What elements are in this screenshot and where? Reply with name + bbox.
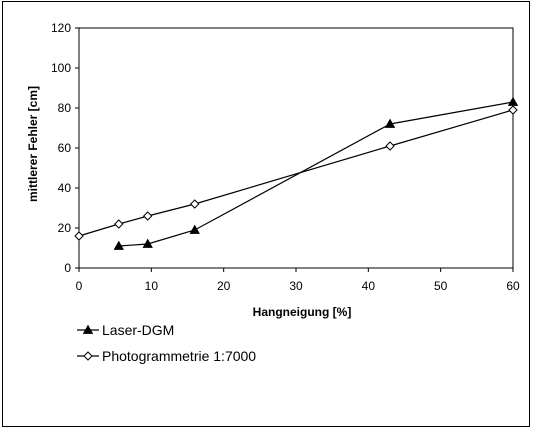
x-tick-label: 20 [217, 279, 231, 293]
data-point-triangle [113, 240, 124, 250]
data-point-diamond [74, 231, 84, 241]
plot-area-border [78, 27, 514, 269]
plot-axes [78, 27, 514, 269]
data-point-diamond [114, 219, 124, 229]
y-tick-label: 0 [64, 261, 71, 275]
data-point-triangle [507, 96, 519, 106]
y-tick-label: 40 [58, 181, 72, 195]
x-tick-label: 0 [76, 279, 83, 293]
series-0 [113, 96, 519, 250]
legend-item-0: Laser-DGM [77, 322, 174, 338]
series-line [78, 109, 514, 237]
x-tick-label: 40 [362, 279, 376, 293]
data-point-diamond [83, 351, 93, 361]
legend-label: Laser-DGM [102, 322, 174, 338]
legend-item-1: Photogrammetrie 1:7000 [77, 348, 256, 364]
x-tick-label: 60 [506, 279, 520, 293]
y-tick-label: 80 [58, 101, 72, 115]
y-tick-label: 60 [58, 141, 72, 155]
data-point-triangle [384, 118, 396, 128]
data-point-triangle [142, 238, 153, 248]
x-tick-label: 30 [289, 279, 303, 293]
axis-ticks: 0 20 40 60 80 100 120 0 10 20 30 40 50 60 [51, 21, 520, 293]
x-tick-label: 50 [434, 279, 448, 293]
y-tick-label: 100 [51, 61, 71, 75]
data-point-diamond [143, 211, 153, 221]
data-point-diamond [385, 141, 395, 151]
x-tick-label: 10 [145, 279, 159, 293]
data-point-triangle [82, 324, 94, 334]
legend-label: Photogrammetrie 1:7000 [102, 348, 256, 364]
y-tick-label: 20 [58, 221, 72, 235]
data-point-diamond [190, 199, 200, 209]
chart-canvas: 0 20 40 60 80 100 120 0 10 20 30 40 50 60 mittlerer F… [26, 21, 520, 364]
y-tick-label: 120 [51, 21, 71, 35]
series-line [118, 101, 514, 247]
series-layer [74, 96, 519, 250]
legend: Laser-DGM Photogrammetrie 1:7000 [77, 322, 256, 364]
data-point-triangle [189, 224, 200, 234]
x-axis-title: Hangneigung [%] [253, 305, 352, 319]
y-axis-title: mittlerer Fehler [cm] [26, 86, 40, 202]
data-point-diamond [508, 105, 518, 115]
series-1 [74, 105, 518, 241]
